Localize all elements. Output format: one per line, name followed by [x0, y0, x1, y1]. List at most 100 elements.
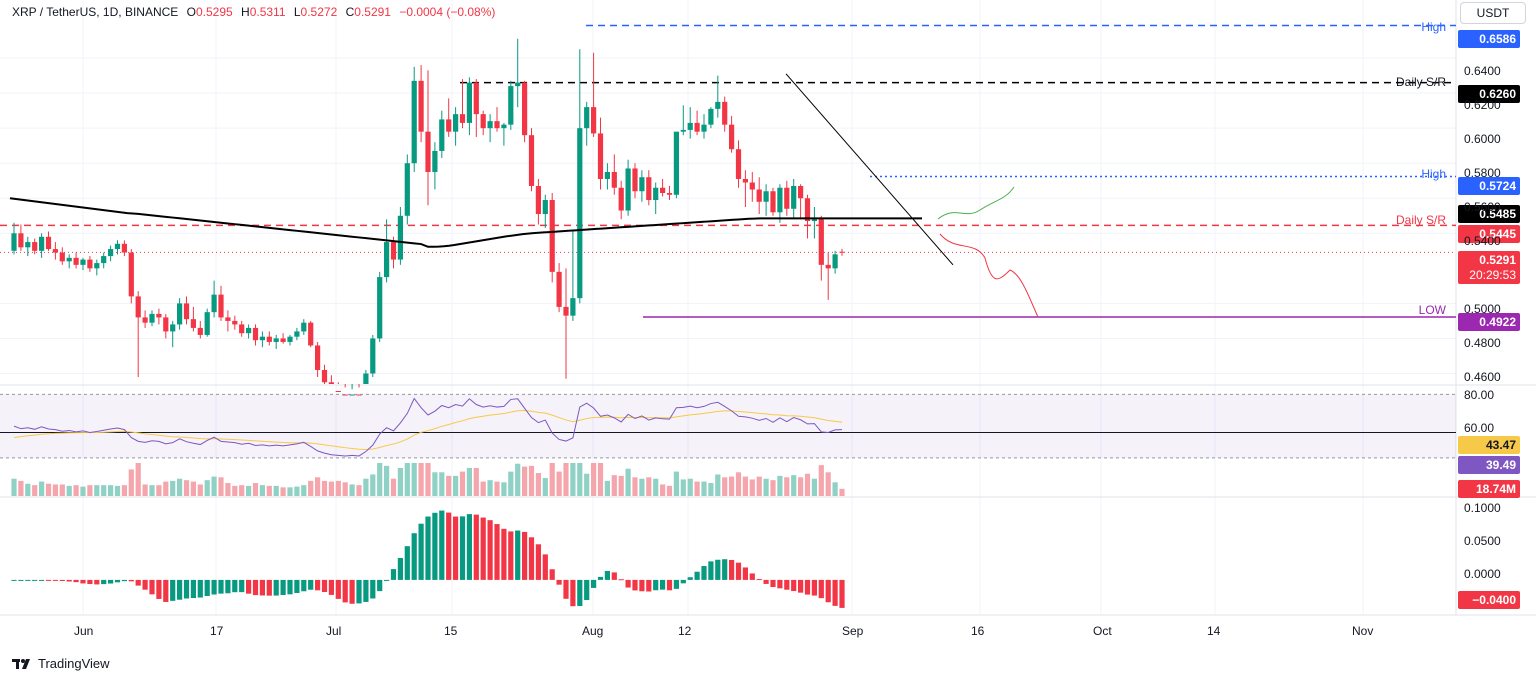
volume-bar	[66, 485, 72, 496]
volume-bar	[114, 485, 121, 496]
volume-bar	[763, 478, 769, 496]
high-value: 0.5311	[249, 5, 286, 19]
tradingview-icon	[12, 658, 30, 669]
ao-bar	[280, 579, 286, 595]
candle-up	[625, 168, 631, 211]
ao-bar	[487, 520, 493, 580]
candle-up	[432, 150, 438, 172]
volume-bar	[784, 477, 790, 496]
ao-bar	[287, 579, 293, 595]
low-label: L	[293, 5, 301, 19]
volume-bar	[563, 463, 569, 496]
ao-bar	[356, 579, 362, 604]
candle-up	[66, 257, 72, 262]
candle-up	[466, 82, 472, 123]
high-annotation-mid: High	[1421, 167, 1446, 181]
candle-down	[473, 82, 479, 115]
volume-bar	[473, 468, 479, 496]
candle-down	[135, 296, 141, 318]
ao-value-tag: −0.0400	[1458, 591, 1520, 609]
candle-up	[570, 298, 576, 316]
ao-bar	[66, 579, 72, 582]
volume-bar	[259, 485, 265, 496]
volume-bar	[197, 484, 203, 496]
candle-up	[791, 185, 797, 209]
volume-bar	[618, 475, 624, 496]
candle-down	[266, 336, 272, 342]
price-tag-daily-sr-mid: 0.5445	[1458, 225, 1520, 243]
candle-up	[515, 82, 521, 87]
candle-up	[653, 187, 659, 201]
volume-bar	[315, 477, 321, 496]
ao-bar	[425, 516, 431, 580]
candle-up	[377, 277, 383, 339]
candle-down	[142, 317, 148, 323]
volume-bar	[591, 463, 597, 496]
price-tag-daily-sr-top: 0.6260	[1458, 85, 1520, 103]
y-tick: 0.4800	[1464, 336, 1501, 350]
candle-down	[390, 242, 397, 260]
volume-bar	[25, 483, 31, 496]
volume-bar	[328, 481, 334, 496]
candle-down	[225, 317, 231, 321]
candle-down	[252, 327, 259, 341]
symbol-title[interactable]: XRP / TetherUS, 1D, BINANCE	[12, 5, 179, 19]
volume-bar	[94, 485, 100, 496]
volume-bar	[225, 483, 231, 496]
ao-bar	[170, 579, 176, 601]
close-value: 0.5291	[354, 5, 391, 19]
price-tag-high-mid: 0.5724	[1458, 177, 1520, 195]
candle-down	[163, 317, 169, 332]
candle-down	[45, 236, 52, 250]
candle-down	[32, 242, 38, 251]
candle-down	[784, 187, 790, 209]
bearish-projection-path	[939, 233, 1039, 318]
volume-bar	[59, 484, 65, 496]
volume-bar	[342, 482, 348, 496]
volume-bar	[177, 478, 183, 496]
volume-bar	[446, 475, 452, 496]
volume-bar	[660, 484, 666, 496]
volume-bar	[694, 481, 700, 496]
volume-bar	[597, 463, 604, 496]
price-tag-high-top: 0.6586	[1458, 30, 1520, 48]
ao-bar	[370, 579, 376, 599]
ao-bar	[18, 579, 24, 581]
ao-bar	[321, 579, 328, 593]
ao-bar	[694, 571, 700, 580]
high-label: H	[241, 5, 250, 19]
ao-bar	[742, 567, 748, 580]
candle-down	[666, 193, 673, 195]
x-tick: 16	[971, 624, 985, 638]
candle-up	[501, 124, 507, 129]
candle-up	[370, 338, 376, 374]
ao-bar	[611, 572, 617, 580]
volume-bar	[749, 479, 755, 496]
ao-tick: 0.0500	[1464, 534, 1501, 548]
currency-button[interactable]: USDT	[1460, 2, 1526, 24]
ao-bar	[411, 533, 417, 580]
tradingview-logo[interactable]: TradingView	[12, 656, 110, 671]
ao-bar	[811, 579, 817, 596]
candle-down	[59, 252, 65, 262]
ao-bar	[494, 524, 500, 580]
volume-bar	[742, 476, 748, 496]
x-tick: Aug	[582, 624, 604, 638]
ao-bar	[735, 562, 742, 580]
volume-bar	[404, 463, 410, 496]
volume-bar	[308, 480, 314, 496]
ao-bar	[190, 579, 196, 599]
open-value: 0.5295	[195, 5, 233, 19]
x-tick: 17	[210, 624, 224, 638]
candle-down	[425, 131, 431, 172]
low-annotation: LOW	[1418, 303, 1446, 317]
ao-bar	[377, 579, 383, 592]
ao-bar	[404, 546, 410, 580]
price-tag-ma: 0.5485	[1458, 205, 1520, 223]
volume-bar	[280, 487, 286, 496]
volume-bar	[570, 463, 576, 496]
candle-down	[618, 187, 624, 211]
ao-bar	[335, 579, 341, 599]
ao-bar	[577, 579, 583, 607]
